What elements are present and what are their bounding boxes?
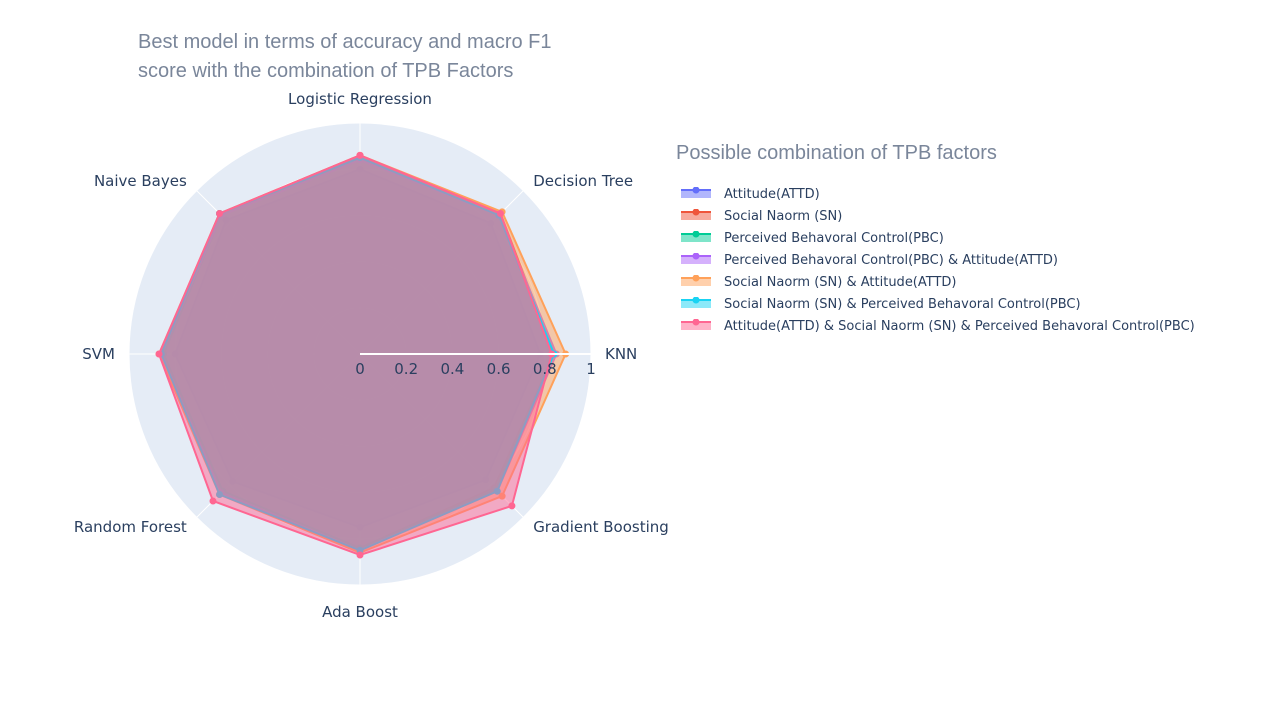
radar-chart: 0 0.2 0.4 0.6 0.8 1 Logistic Regression Decisio… — [74, 90, 669, 621]
legend-item[interactable]: Perceived Behavoral Control(PBC) & Attit… — [676, 249, 1195, 271]
legend-label: Perceived Behavoral Control(PBC) & Attit… — [724, 252, 1058, 268]
radial-tick-label: 0.2 — [394, 360, 418, 378]
legend-label: Social Naorm (SN) & Attitude(ATTD) — [724, 274, 957, 290]
series-7-point[interactable] — [209, 497, 217, 505]
radial-tick-label: 0.4 — [440, 360, 464, 378]
radial-tick-label: 0.8 — [533, 360, 557, 378]
legend-swatch — [681, 231, 711, 242]
legend-label: Attitude(ATTD) — [724, 186, 820, 202]
legend-title: Possible combination of TPB factors — [676, 142, 997, 164]
legend-swatch — [681, 253, 711, 264]
axis-label: Ada Boost — [322, 603, 398, 621]
axis-label: Random Forest — [74, 518, 187, 536]
legend-swatch — [681, 275, 711, 286]
radial-tick-label: 0.6 — [487, 360, 511, 378]
legend-item[interactable]: Social Naorm (SN) & Attitude(ATTD) — [676, 271, 1195, 293]
radial-tick-label: 0 — [355, 360, 365, 378]
legend-swatch — [681, 209, 711, 220]
legend-label: Social Naorm (SN) — [724, 208, 843, 224]
legend-item[interactable]: Social Naorm (SN) — [676, 205, 1195, 227]
legend-swatch — [681, 319, 711, 330]
axis-label: KNN — [605, 345, 637, 363]
legend-item[interactable]: Perceived Behavoral Control(PBC) — [676, 227, 1195, 249]
series-7-point[interactable] — [508, 502, 516, 510]
legend-label: Perceived Behavoral Control(PBC) — [724, 230, 944, 246]
legend-swatch — [681, 297, 711, 308]
legend-label: Attitude(ATTD) & Social Naorm (SN) & Per… — [724, 318, 1195, 334]
chart-title: Best model in terms of accuracy and macr… — [138, 28, 658, 86]
axis-label: SVM — [82, 345, 115, 363]
series-7-point[interactable] — [216, 210, 224, 218]
series-7-point[interactable] — [155, 350, 163, 358]
chart-title-line-1: Best model in terms of accuracy and macr… — [138, 31, 552, 53]
legend-swatch — [681, 187, 711, 198]
legend-label: Social Naorm (SN) & Perceived Behavoral … — [724, 296, 1081, 312]
series-7-point[interactable] — [356, 551, 364, 559]
legend-item[interactable]: Social Naorm (SN) & Perceived Behavoral … — [676, 293, 1195, 315]
series-7-point[interactable] — [356, 151, 364, 159]
radial-tick-label: 1 — [586, 360, 596, 378]
legend-item[interactable]: Attitude(ATTD) & Social Naorm (SN) & Per… — [676, 315, 1195, 337]
axis-label: Gradient Boosting — [533, 518, 669, 536]
legend-items: Attitude(ATTD) Social Naorm (SN) Perceived… — [676, 183, 1195, 337]
axis-label: Logistic Regression — [288, 90, 432, 108]
legend-item[interactable]: Attitude(ATTD) — [676, 183, 1195, 205]
axis-label: Naive Bayes — [94, 172, 187, 190]
legend: Possible combination of TPB factors Atti… — [676, 142, 1195, 337]
axis-label: Decision Tree — [533, 172, 633, 190]
series-7-point[interactable] — [496, 210, 504, 218]
chart-title-line-2: score with the combination of TPB Factor… — [138, 60, 514, 82]
